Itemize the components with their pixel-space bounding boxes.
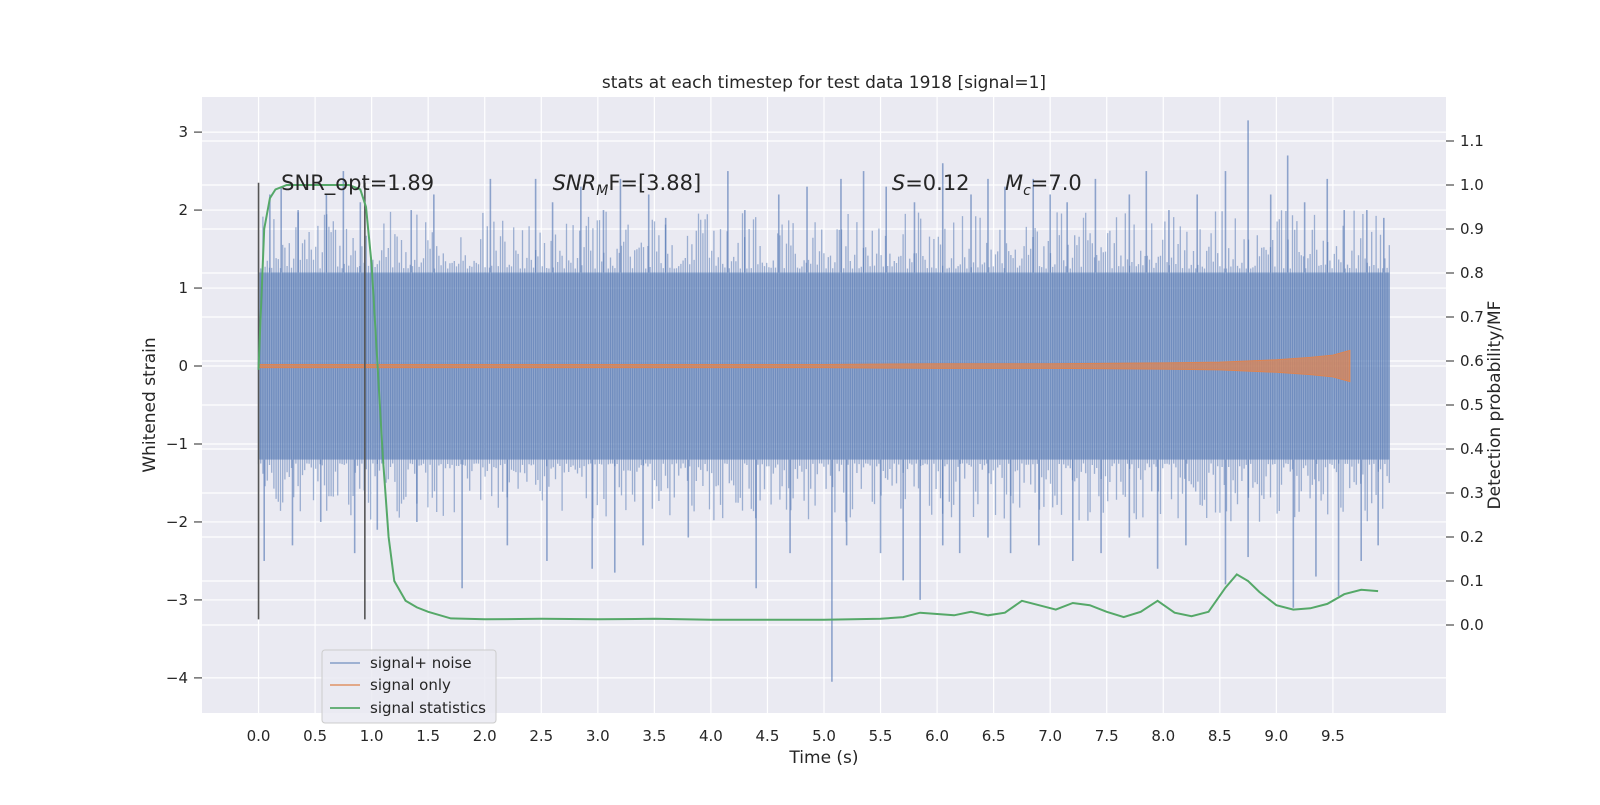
x-tick-label: 8.5 (1208, 727, 1232, 745)
chirp-envelope (258, 349, 1351, 383)
y-right-tick-label: 0.1 (1460, 572, 1484, 590)
legend-label-signal-noise: signal+ noise (370, 654, 472, 672)
annotation-main: M (1005, 171, 1023, 195)
series-signal-statistics (257, 184, 1379, 621)
chart-title: stats at each timestep for test data 191… (602, 73, 1046, 93)
x-tick-label: 6.5 (982, 727, 1006, 745)
x-tick-label: 0.0 (247, 727, 271, 745)
x-tick-label: 9.5 (1321, 727, 1345, 745)
x-tick-label: 2.5 (529, 727, 553, 745)
annotation-value: =7.0 (1031, 171, 1082, 195)
annotation-main: SNR (553, 171, 597, 195)
y-right-tick-label: 1.1 (1460, 132, 1484, 150)
annotation-text: SNRMF=[3.88] (553, 171, 702, 199)
x-tick-label: 6.0 (925, 727, 949, 745)
statistics-line (257, 184, 1379, 621)
annotation-value: F=[3.88] (608, 171, 701, 195)
series-signal-only (258, 349, 1351, 383)
y-right-tick-label: 1.0 (1460, 176, 1484, 194)
y-right-tick-label: 0.8 (1460, 264, 1484, 282)
y-left-tick-label: −1 (166, 435, 188, 453)
x-tick-label: 0.5 (303, 727, 327, 745)
y-axis-right-label: Detection probability/MF (1485, 301, 1505, 510)
x-tick-label: 5.0 (812, 727, 836, 745)
x-tick-label: 2.0 (473, 727, 497, 745)
y-left-tick-label: 3 (178, 123, 188, 141)
axis-ticks: 0.0 0.5 1.0 1.5 2.0 2.5 3.0 3.5 4.0 4.5 5.0 5.5 6.0 6… (166, 123, 1484, 745)
annotation-subscript: M (596, 183, 608, 199)
x-tick-label: 1.0 (360, 727, 384, 745)
annotation-main: SNR_opt=1.89 (281, 171, 434, 196)
x-tick-label: 8.0 (1151, 727, 1175, 745)
y-left-tick-label: 0 (178, 357, 188, 375)
vertical-markers (257, 182, 366, 620)
y-right-tick-label: 0.4 (1460, 440, 1484, 458)
y-right-tick-label: 0.5 (1460, 396, 1484, 414)
y-left-tick-label: −2 (166, 513, 188, 531)
legend: signal+ noise signal only signal statist… (321, 649, 497, 724)
y-right-tick-label: 0.0 (1460, 616, 1484, 634)
y-right-tick-label: 0.9 (1460, 220, 1484, 238)
annotation-text: Mc=7.0 (1005, 171, 1082, 199)
y-right-tick-label: 0.2 (1460, 528, 1484, 546)
y-left-tick-label: 1 (178, 279, 188, 297)
y-left-tick-label: −4 (166, 669, 188, 687)
x-axis-label: Time (s) (788, 748, 858, 768)
legend-label-signal-only: signal only (370, 676, 451, 694)
annotation-value: =0.12 (905, 171, 969, 195)
x-tick-label: 3.0 (586, 727, 610, 745)
annotation-main: S (892, 171, 905, 195)
y-right-tick-label: 0.6 (1460, 352, 1484, 370)
annotation-text: SNR_opt=1.89 (281, 171, 434, 196)
x-tick-label: 3.5 (642, 727, 666, 745)
annotation-text: S=0.12 (892, 171, 970, 195)
y-left-tick-label: 2 (178, 201, 188, 219)
x-tick-label: 9.0 (1264, 727, 1288, 745)
y-left-tick-label: −3 (166, 591, 188, 609)
x-tick-label: 1.5 (416, 727, 440, 745)
legend-box (321, 649, 497, 724)
x-tick-label: 7.5 (1095, 727, 1119, 745)
x-tick-label: 4.5 (756, 727, 780, 745)
x-tick-label: 7.0 (1038, 727, 1062, 745)
annotation-subscript: c (1023, 183, 1031, 199)
x-tick-label: 4.0 (699, 727, 723, 745)
y-right-tick-label: 0.7 (1460, 308, 1484, 326)
y-axis-left-label: Whitened strain (140, 337, 160, 472)
legend-label-signal-statistics: signal statistics (370, 699, 486, 717)
annotations: SNR_opt=1.89 SNRMF=[3.88] S=0.12 Mc=7.0 (281, 171, 1082, 199)
y-right-tick-label: 0.3 (1460, 484, 1484, 502)
x-tick-label: 5.5 (869, 727, 893, 745)
